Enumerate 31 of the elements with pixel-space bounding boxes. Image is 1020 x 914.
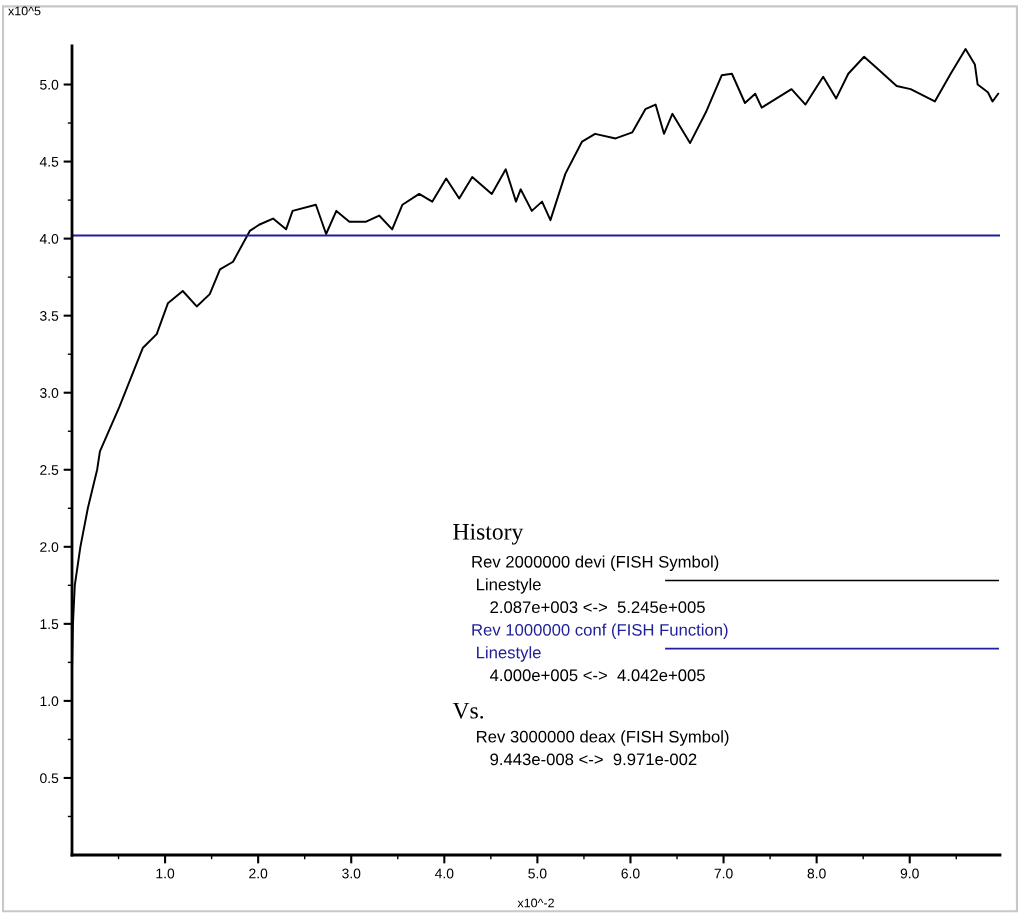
x-tick-label: 8.0 (807, 868, 826, 879)
x-tick-label: 1.0 (156, 868, 175, 879)
y-tick-label: 1.5 (40, 619, 59, 630)
y-tick-label: 2.5 (40, 465, 59, 475)
y-tick-label: 3.5 (40, 311, 59, 321)
text: Rev 1000000 conf (FISH Function) (472, 623, 728, 640)
y-tick-label: 2.0 (40, 542, 59, 552)
y-tick-label: 4.5 (39, 157, 59, 167)
x-tick-label: 6.0 (621, 868, 640, 879)
y-tick-label: 4.0 (39, 233, 59, 244)
annotation: Vs. (452, 702, 484, 719)
x-tick-label: 2.0 (249, 868, 268, 879)
annotation: 9.443e-008 <-> 9.971e-002 (490, 753, 697, 766)
y-tick-label: 3.0 (40, 388, 59, 398)
annotation: Rev 3000000 deax (FISH Symbol) (477, 730, 729, 746)
y-tick-label: 0.5 (40, 773, 59, 784)
annotation: Linestyle (477, 578, 541, 594)
y-axis-title: x10^5 (8, 6, 41, 16)
legend-title: History (453, 523, 524, 545)
x-tick-label: 9.0 (900, 868, 919, 879)
x-tick-label: 3.0 (342, 868, 361, 879)
annotation: Linestyle (477, 646, 541, 662)
y-tick-label: 5.0 (40, 79, 59, 90)
x-tick-label: 7.0 (714, 868, 733, 879)
x-tick-label: 5.0 (528, 868, 547, 879)
y-tick-label: 1.0 (40, 696, 59, 707)
x-tick-label: 4.0 (434, 868, 454, 879)
text: Rev 2000000 devi (FISH Symbol) (472, 555, 719, 571)
annotation: 2.087e+003 <-> 5.245e+005 (490, 601, 705, 614)
x-axis-title: x10^-2 (517, 898, 554, 908)
annotation: 4.000e+005 <-> 4.042e+005 (489, 669, 705, 682)
